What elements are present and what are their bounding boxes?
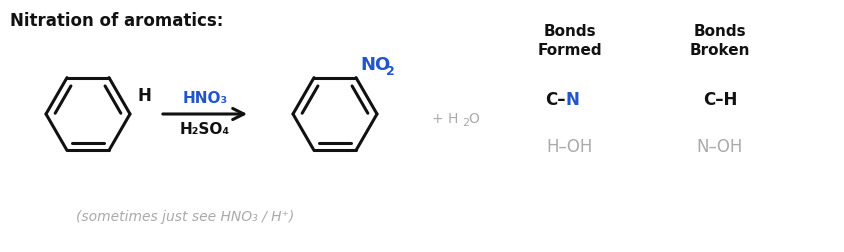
Text: NO: NO <box>360 56 390 74</box>
Text: C–: C– <box>545 91 566 109</box>
Text: + H: + H <box>432 112 458 126</box>
Text: 2: 2 <box>462 118 469 128</box>
Text: HNO₃: HNO₃ <box>182 91 228 106</box>
Text: Bonds
Formed: Bonds Formed <box>538 24 603 58</box>
Text: O: O <box>468 112 479 126</box>
Text: H: H <box>138 87 152 105</box>
Text: H₂SO₄: H₂SO₄ <box>180 122 230 137</box>
Text: C–H: C–H <box>703 91 737 109</box>
Text: Bonds
Broken: Bonds Broken <box>690 24 750 58</box>
Text: Nitration of aromatics:: Nitration of aromatics: <box>10 12 224 30</box>
Text: H–OH: H–OH <box>547 138 593 156</box>
Text: N–OH: N–OH <box>697 138 744 156</box>
Text: (sometimes just see HNO₃ / H⁺): (sometimes just see HNO₃ / H⁺) <box>76 210 294 224</box>
Text: 2: 2 <box>386 65 395 78</box>
Text: N: N <box>566 91 580 109</box>
